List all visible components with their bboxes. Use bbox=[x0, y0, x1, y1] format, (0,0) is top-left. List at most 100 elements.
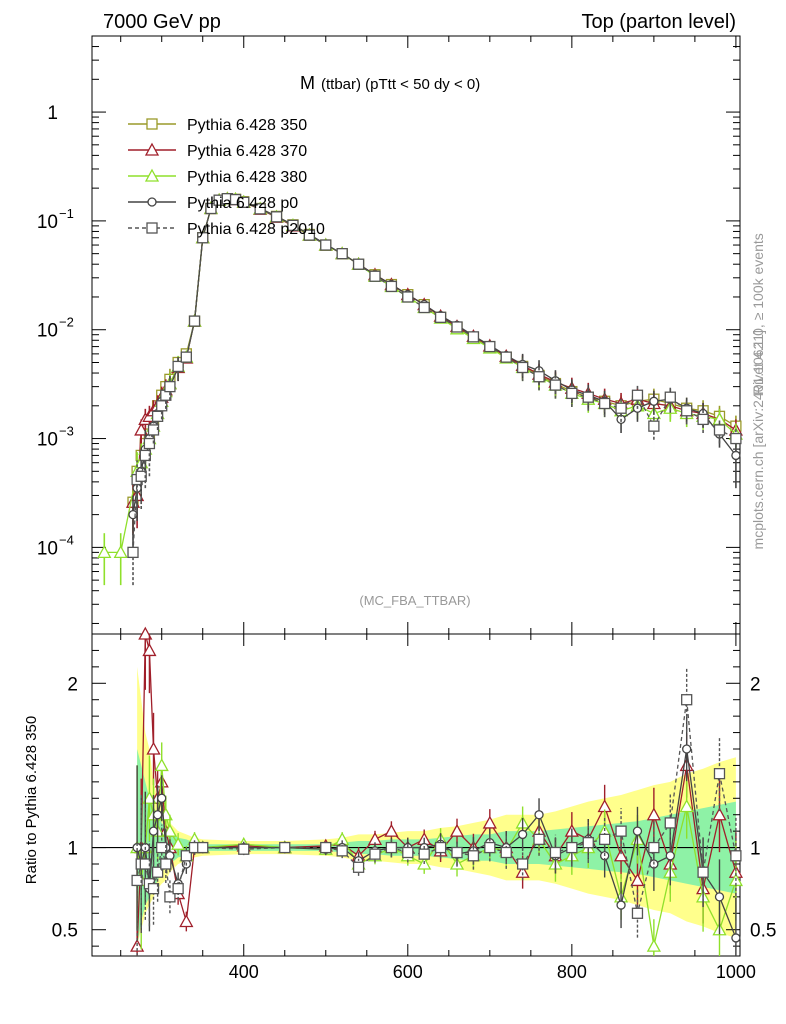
ratio-point bbox=[156, 841, 168, 854]
ratio-point bbox=[384, 823, 399, 837]
y-tick-label: 10 bbox=[37, 321, 58, 342]
legend-marker bbox=[144, 168, 160, 182]
series-point bbox=[254, 203, 266, 215]
ratio-point bbox=[164, 891, 176, 903]
ratio-y-tick-label: 0.5 bbox=[52, 921, 78, 942]
legend-label: Pythia 6.428 p0 bbox=[187, 195, 298, 212]
series-point bbox=[533, 371, 545, 383]
series-line bbox=[132, 198, 737, 553]
ratio-y-tick-label: 1 bbox=[67, 839, 78, 860]
series-point bbox=[205, 202, 217, 215]
ratio-point bbox=[146, 741, 161, 755]
ratio-point bbox=[402, 846, 414, 859]
ratio-band-yellow bbox=[137, 666, 736, 947]
ratio-point bbox=[730, 850, 742, 862]
ratio-point bbox=[369, 848, 381, 860]
y-tick-label: 10 bbox=[37, 538, 58, 559]
legend-label: Pythia 6.428 350 bbox=[187, 117, 307, 134]
ratio-point bbox=[484, 841, 496, 854]
series-point bbox=[566, 387, 578, 400]
y-tick-exponent: −1 bbox=[59, 206, 74, 221]
ratio-y-tick-label-right: 2 bbox=[750, 674, 761, 695]
ratio-point bbox=[320, 841, 332, 854]
ratio-point bbox=[646, 938, 661, 952]
ratio-point bbox=[664, 817, 676, 829]
ratio-y-tick-label-right: 1 bbox=[750, 839, 761, 860]
series-point bbox=[418, 301, 430, 314]
ratio-point bbox=[171, 836, 186, 850]
ratio-point bbox=[172, 882, 184, 895]
series-point bbox=[164, 380, 176, 393]
series-point bbox=[352, 258, 365, 270]
ratio-point bbox=[682, 744, 692, 754]
ratio-point bbox=[197, 841, 209, 854]
series-line bbox=[132, 198, 737, 503]
ratio-frame-border bbox=[91, 633, 741, 957]
series-point bbox=[681, 405, 693, 417]
series-point bbox=[516, 361, 529, 374]
legend-marker bbox=[144, 142, 160, 156]
series-point bbox=[369, 270, 381, 282]
ratio-point bbox=[352, 861, 365, 873]
ratio-point bbox=[160, 858, 172, 870]
ratio-point bbox=[697, 866, 709, 878]
series-point bbox=[97, 545, 112, 559]
ratio-point bbox=[142, 643, 157, 657]
ratio-point bbox=[566, 841, 578, 854]
legend-marker bbox=[146, 222, 158, 234]
ratio-point bbox=[147, 882, 160, 895]
x-tick-label: 800 bbox=[557, 962, 587, 982]
ratio-point bbox=[599, 833, 611, 846]
ratio-y-tick-label-right: 0.5 bbox=[750, 921, 776, 942]
series-point bbox=[549, 379, 562, 391]
series-point bbox=[135, 470, 147, 482]
series-point bbox=[631, 389, 644, 401]
ratio-point bbox=[616, 900, 626, 910]
x-tick-label: 1000 bbox=[716, 962, 756, 982]
series-point bbox=[127, 546, 139, 559]
ratio-series-3 bbox=[131, 667, 742, 956]
series-point bbox=[451, 321, 463, 333]
y-tick-exponent: −3 bbox=[59, 424, 74, 439]
series-point bbox=[238, 196, 250, 209]
header-right: Top (parton level) bbox=[581, 11, 736, 33]
ratio-point bbox=[482, 815, 497, 829]
series-point bbox=[434, 311, 447, 323]
series-point bbox=[320, 239, 332, 251]
mcplots-label: mcplots.cern.ch [arXiv:2401.10621] bbox=[750, 330, 766, 549]
series-point bbox=[134, 422, 149, 436]
plot-title-sub: (ttbar) (pTtt < 50 dy < 0) bbox=[321, 76, 480, 93]
ratio-point bbox=[434, 841, 447, 854]
ratio-point bbox=[162, 823, 178, 837]
ratio-point bbox=[449, 823, 465, 837]
series-point bbox=[139, 449, 151, 462]
ratio-point bbox=[712, 807, 727, 821]
ratio-point bbox=[613, 848, 629, 862]
series-point bbox=[113, 545, 128, 559]
series-line bbox=[104, 198, 737, 554]
plot-title-main: M bbox=[300, 73, 315, 93]
legend-marker bbox=[147, 197, 157, 207]
y-tick-label: 1 bbox=[47, 103, 58, 124]
ratio-point bbox=[180, 850, 192, 862]
series-point bbox=[730, 432, 742, 445]
ratio-point bbox=[418, 848, 430, 860]
header-left: 7000 GeV pp bbox=[103, 11, 221, 33]
ratio-panel: 400 600 800 1000 0.5 0.5 1 1 2 2 bbox=[52, 626, 776, 982]
ratio-point bbox=[139, 858, 151, 870]
ratio-point bbox=[648, 841, 660, 854]
series-point bbox=[599, 397, 611, 410]
ratio-point bbox=[665, 851, 675, 861]
series-point bbox=[648, 420, 660, 432]
ratio-point bbox=[279, 841, 291, 854]
legend: Pythia 6.428 350 Pythia 6.428 370 Pythia 6… bbox=[128, 117, 325, 238]
ratio-point bbox=[533, 833, 545, 846]
series-0 bbox=[127, 193, 742, 535]
series-point bbox=[582, 391, 594, 403]
ratio-point bbox=[713, 767, 726, 780]
series-point bbox=[188, 315, 201, 327]
series-point bbox=[731, 450, 741, 461]
ratio-point bbox=[179, 914, 194, 928]
